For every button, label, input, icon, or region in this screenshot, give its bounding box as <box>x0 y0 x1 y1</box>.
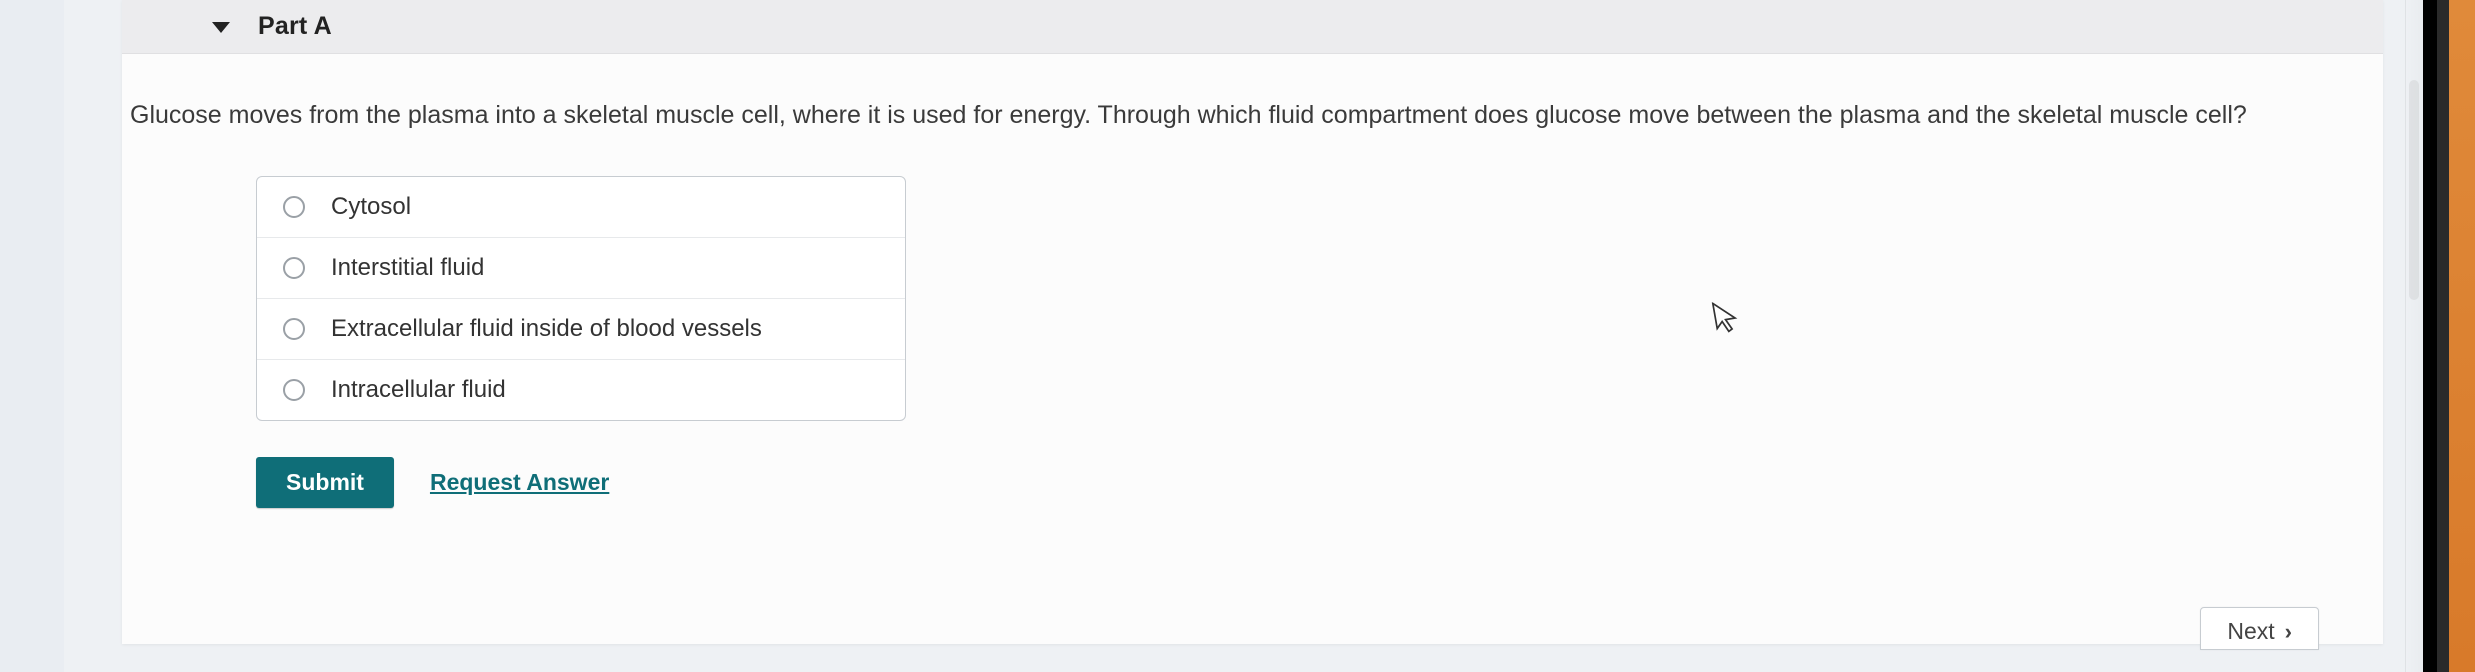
window-edge-decor <box>2449 0 2475 672</box>
radio-icon[interactable] <box>283 196 305 218</box>
part-content: Glucose moves from the plasma into a ske… <box>122 54 2383 508</box>
chevron-right-icon: › <box>2285 619 2292 645</box>
radio-icon[interactable] <box>283 257 305 279</box>
option-row[interactable]: Cytosol <box>257 177 905 238</box>
collapse-caret-icon[interactable] <box>212 22 230 33</box>
part-title: Part A <box>258 12 332 41</box>
option-label: Interstitial fluid <box>331 254 484 282</box>
option-row[interactable]: Interstitial fluid <box>257 238 905 299</box>
part-header[interactable]: Part A <box>122 0 2383 54</box>
request-answer-link[interactable]: Request Answer <box>430 469 609 496</box>
option-row[interactable]: Extracellular fluid inside of blood vess… <box>257 299 905 360</box>
option-row[interactable]: Intracellular fluid <box>257 360 905 420</box>
action-row: Submit Request Answer <box>256 457 2293 508</box>
option-label: Extracellular fluid inside of blood vess… <box>331 315 762 343</box>
submit-button[interactable]: Submit <box>256 457 394 508</box>
viewport: Part A Glucose moves from the plasma int… <box>0 0 2475 672</box>
radio-icon[interactable] <box>283 318 305 340</box>
next-label: Next <box>2227 618 2274 645</box>
question-card: Part A Glucose moves from the plasma int… <box>122 0 2383 644</box>
next-button[interactable]: Next › <box>2200 607 2319 650</box>
page-frame: Part A Glucose moves from the plasma int… <box>64 0 2437 672</box>
question-text: Glucose moves from the plasma into a ske… <box>130 98 2293 134</box>
radio-icon[interactable] <box>283 379 305 401</box>
option-label: Intracellular fluid <box>331 376 506 404</box>
scrollbar-track[interactable] <box>2405 0 2423 672</box>
option-label: Cytosol <box>331 193 411 221</box>
left-page-gutter <box>0 0 64 672</box>
scrollbar-thumb[interactable] <box>2409 80 2419 300</box>
options-group: Cytosol Interstitial fluid Extracellular… <box>256 176 906 421</box>
